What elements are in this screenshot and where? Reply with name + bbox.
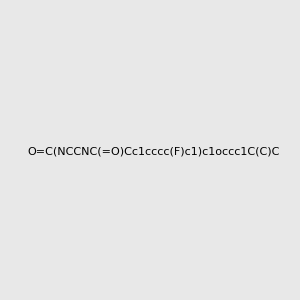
- Text: O=C(NCCNC(=O)Cc1cccc(F)c1)c1occc1C(C)C: O=C(NCCNC(=O)Cc1cccc(F)c1)c1occc1C(C)C: [28, 146, 280, 157]
